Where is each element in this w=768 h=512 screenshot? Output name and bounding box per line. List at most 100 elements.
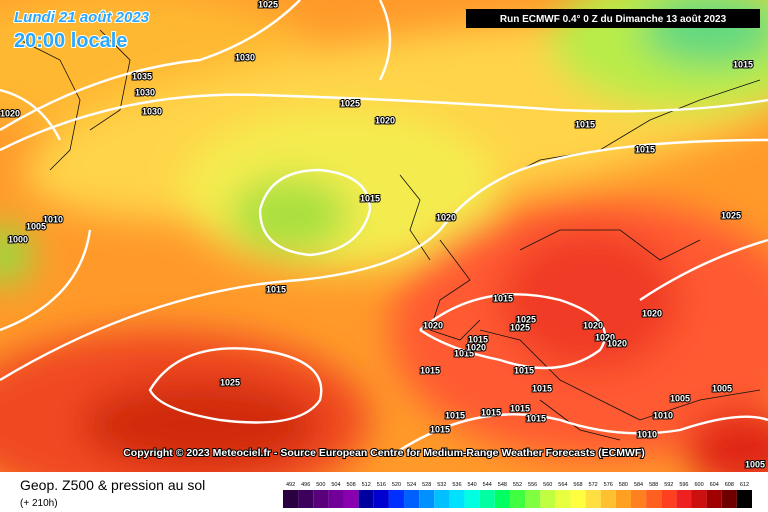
scale-label: 600 [694, 482, 703, 488]
isobar-label: 1005 [670, 393, 690, 403]
isobar-label: 1005 [745, 459, 765, 469]
scale-label: 540 [468, 482, 477, 488]
scale-label: 536 [452, 482, 461, 488]
scale-label: 580 [619, 482, 628, 488]
scale-label: 548 [498, 482, 507, 488]
scale-label: 512 [362, 482, 371, 488]
scale-label: 508 [346, 482, 355, 488]
scale-swatch [600, 490, 616, 508]
scale-swatch [464, 490, 480, 508]
isobar-label: 1015 [266, 284, 286, 294]
isobar-label: 1015 [526, 413, 546, 423]
isobar-label: 1020 [375, 115, 395, 125]
scale-label: 592 [664, 482, 673, 488]
scale-label: 560 [543, 482, 552, 488]
scale-swatch [388, 490, 405, 508]
isobar-label: 1025 [258, 0, 278, 9]
scale-swatch [358, 490, 374, 508]
isobar-label: 1030 [235, 52, 255, 62]
scale-swatch [706, 490, 722, 508]
scale-swatch [555, 490, 571, 508]
scale-label: 544 [483, 482, 492, 488]
scale-swatch [343, 490, 359, 508]
isobar-label: 1010 [43, 214, 63, 224]
isobar-label: 1025 [516, 314, 536, 324]
footer-lead: (+ 210h) [20, 498, 58, 509]
scale-label: 596 [679, 482, 688, 488]
scale-swatch [570, 490, 586, 508]
isobar-label: 1015 [445, 410, 465, 420]
forecast-time: 20:00 locale [14, 30, 127, 52]
scale-swatch [328, 490, 344, 508]
scale-swatch [525, 490, 541, 508]
scale-swatch [646, 490, 662, 508]
scale-swatch [298, 490, 314, 508]
isobar-label: 1025 [721, 210, 741, 220]
scale-label: 564 [558, 482, 567, 488]
isobar-label: 1015 [733, 59, 753, 69]
isobar-label: 1000 [8, 234, 28, 244]
scale-swatch [630, 490, 647, 508]
footer-title: Geop. Z500 & pression au sol [20, 477, 205, 493]
isobar-label: 1005 [26, 221, 46, 231]
scale-label: 524 [407, 482, 416, 488]
isobar-label: 1015 [532, 383, 552, 393]
isobar-label: 1030 [135, 87, 155, 97]
isobar-label: 1020 [466, 342, 486, 352]
run-box [466, 9, 760, 28]
scale-swatch [373, 490, 389, 508]
isobar-label: 1010 [653, 410, 673, 420]
scale-swatch [509, 490, 526, 508]
scale-label: 520 [392, 482, 401, 488]
scale-swatch [419, 490, 435, 508]
run-info: Run ECMWF 0.4° 0 Z du Dimanche 13 août 2… [500, 14, 727, 25]
scale-swatch [449, 490, 465, 508]
forecast-date: Lundi 21 août 2023 [14, 9, 150, 26]
scale-label: 572 [589, 482, 598, 488]
isobar-label: 1015 [360, 193, 380, 203]
scale-swatch [721, 490, 737, 508]
isobar-label: 1015 [468, 334, 488, 344]
isobar-label: 1025 [510, 322, 530, 332]
isobar-labels: 1025103510301030103010201025102010151015… [0, 0, 766, 470]
isobar-label: 1015 [575, 119, 595, 129]
scale-label: 528 [422, 482, 431, 488]
isobar-label: 1020 [423, 320, 443, 330]
isobar-label: 1015 [493, 293, 513, 303]
isobar-label: 1020 [595, 332, 615, 342]
scale-label: 612 [740, 482, 749, 488]
isobar-label: 1030 [142, 106, 162, 116]
isobar-label: 1020 [583, 320, 603, 330]
scale-swatch [691, 490, 707, 508]
scale-label: 608 [725, 482, 734, 488]
isobar-label: 1015 [420, 365, 440, 375]
scale-label: 604 [710, 482, 719, 488]
isobar-label: 1005 [712, 383, 732, 393]
scale-swatch [283, 490, 299, 508]
isobar-label: 1025 [340, 98, 360, 108]
scale-swatch [479, 490, 495, 508]
scale-label: 516 [377, 482, 386, 488]
isobar-label: 1015 [514, 365, 534, 375]
scale-label: 504 [331, 482, 340, 488]
isobar-label: 1020 [0, 108, 20, 118]
isobar-label: 1010 [637, 429, 657, 439]
isobar-label: 1015 [454, 348, 474, 358]
scale-swatch [540, 490, 556, 508]
scale-label: 576 [604, 482, 613, 488]
isobar-label: 1020 [642, 308, 662, 318]
scale-label: 556 [528, 482, 537, 488]
scale-swatch [494, 490, 510, 508]
scale-swatch [676, 490, 692, 508]
scale-swatch [313, 490, 329, 508]
isobar-label: 1015 [481, 407, 501, 417]
isobar-label: 1015 [635, 144, 655, 154]
isobar-label: 1035 [132, 71, 152, 81]
scale-swatch [661, 490, 677, 508]
scale-label: 500 [316, 482, 325, 488]
isobar-label: 1020 [607, 338, 627, 348]
copyright: Copyright © 2023 Meteociel.fr - Source E… [123, 447, 645, 459]
scale-label: 552 [513, 482, 522, 488]
